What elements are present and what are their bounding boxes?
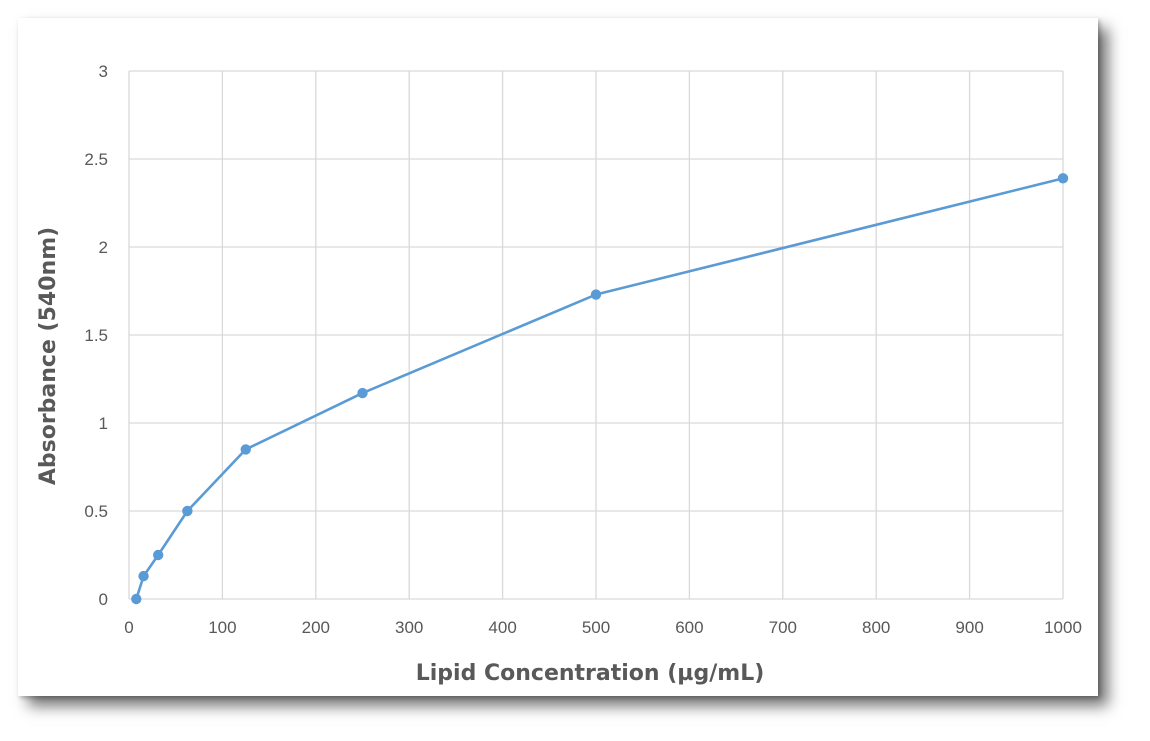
x-tick-label: 100 (208, 618, 236, 637)
y-tick-label: 1.5 (84, 326, 108, 345)
y-tick-label: 3 (99, 62, 108, 81)
gridlines (128, 70, 1064, 600)
x-tick-label: 800 (862, 618, 890, 637)
x-tick-label: 700 (769, 618, 797, 637)
y-tick-label: 1 (99, 414, 108, 433)
series-line (135, 177, 1064, 600)
y-tick-label: 2.5 (84, 150, 108, 169)
y-tick-label: 0.5 (84, 502, 108, 521)
data-point (138, 570, 149, 582)
x-tick-label: 200 (302, 618, 330, 637)
data-point (240, 444, 251, 455)
y-tick-label: 0 (99, 590, 108, 609)
x-tick-label: 900 (955, 618, 983, 637)
data-point (357, 387, 368, 399)
tick-labels: 0 0.5 1 1.5 2 2.5 3 0 100 200 300 400 500 600 700 800 90… (84, 62, 1082, 637)
x-axis-title: Lipid Concentration (µg/mL) (416, 661, 765, 686)
x-tick-label: 600 (675, 618, 703, 637)
x-tick-label: 1000 (1044, 618, 1082, 637)
y-axis-title: Absorbance (540nm) (36, 227, 61, 485)
data-point (1057, 173, 1069, 184)
x-tick-label: 0 (124, 618, 133, 637)
data-point (131, 593, 142, 605)
x-tick-label: 300 (395, 618, 423, 637)
data-point (182, 505, 193, 517)
data-point (590, 289, 602, 300)
chart-frame (18, 18, 1098, 696)
data-point (152, 549, 164, 561)
x-tick-label: 400 (488, 618, 516, 637)
series-layer (131, 173, 1069, 605)
y-tick-label: 2 (99, 238, 108, 257)
x-tick-label: 500 (582, 618, 610, 637)
